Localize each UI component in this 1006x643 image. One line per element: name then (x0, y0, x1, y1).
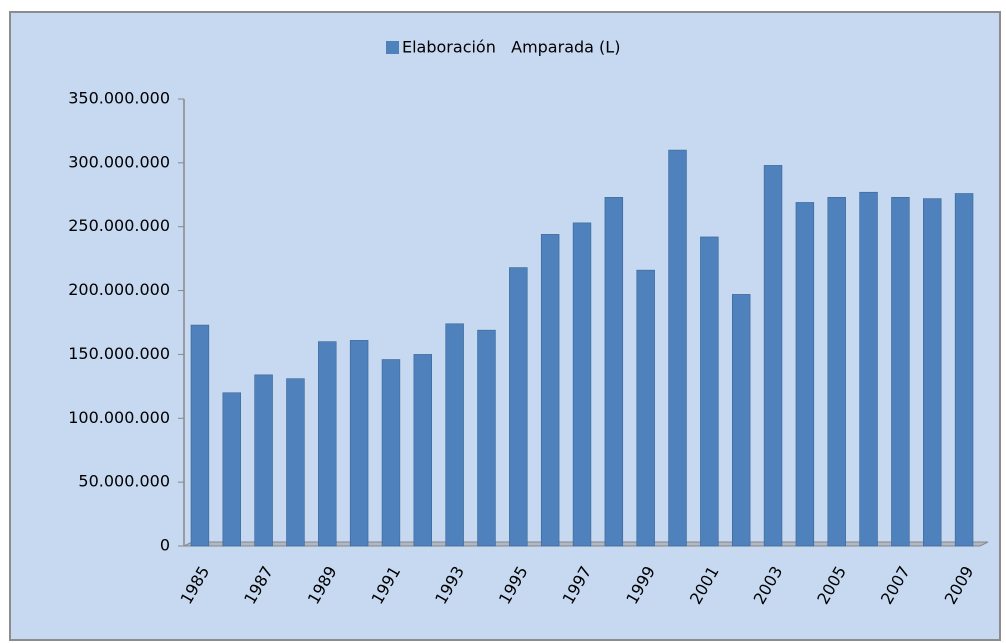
bar (572, 222, 592, 547)
bar (954, 193, 974, 547)
bar (509, 267, 528, 547)
bar (923, 198, 942, 547)
bar (190, 324, 210, 547)
y-tick-label: 150.000.000 (68, 344, 170, 363)
y-tick-label: 350.000.000 (68, 89, 170, 108)
bar (827, 197, 846, 547)
bar (668, 149, 687, 547)
bar (731, 294, 751, 547)
y-tick-label: 200.000.000 (68, 280, 170, 299)
y-tick-label: 250.000.000 (68, 216, 170, 235)
bar (604, 197, 624, 547)
bar (636, 269, 655, 547)
bar (318, 341, 337, 547)
y-tick-label: 100.000.000 (68, 408, 170, 427)
bar (763, 165, 783, 547)
bar (349, 340, 369, 547)
bar (254, 374, 273, 547)
bar (540, 234, 560, 547)
bar (286, 378, 305, 547)
y-tick-label: 50.000.000 (78, 472, 170, 491)
bar (381, 359, 401, 547)
bar (859, 191, 878, 547)
bar (795, 202, 815, 547)
legend-swatch (386, 41, 399, 54)
bar (700, 236, 719, 547)
bar (477, 329, 496, 547)
bar (445, 323, 464, 547)
y-tick-label: 300.000.000 (68, 152, 170, 171)
y-tick-label: 0 (160, 536, 170, 555)
legend-label: Elaboración Amparada (L) (402, 38, 620, 57)
bar (222, 392, 241, 547)
bar (413, 354, 433, 547)
bar (891, 197, 910, 547)
